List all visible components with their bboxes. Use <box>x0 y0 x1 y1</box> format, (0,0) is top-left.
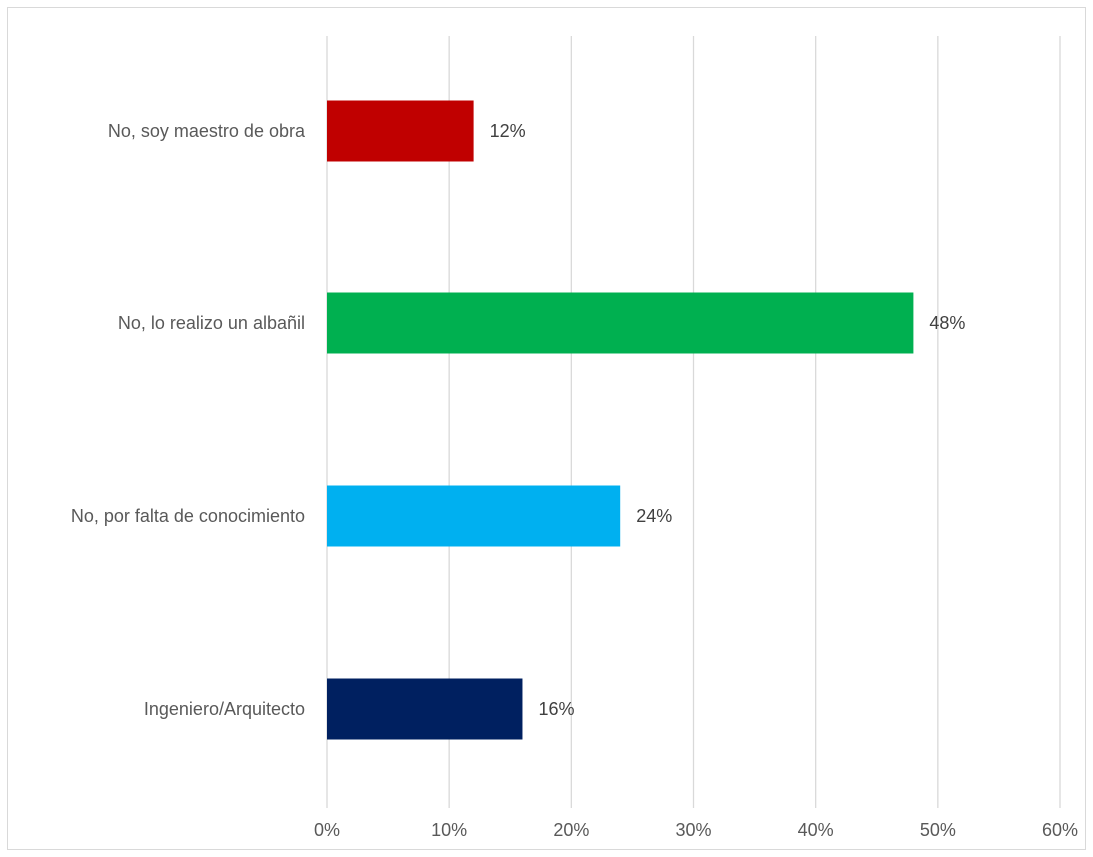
bar-2 <box>327 292 914 354</box>
data-label: 24% <box>636 506 672 526</box>
chart-frame <box>7 7 1086 850</box>
data-label: 16% <box>538 699 574 719</box>
bars <box>327 100 914 740</box>
bar-1 <box>327 100 474 162</box>
x-tick-label: 10% <box>431 820 467 840</box>
category-label: No, soy maestro de obra <box>108 121 306 141</box>
x-tick-label: 20% <box>553 820 589 840</box>
x-tick-label: 50% <box>920 820 956 840</box>
x-tick-label: 0% <box>314 820 340 840</box>
category-label: Ingeniero/Arquitecto <box>144 699 305 719</box>
category-label: No, lo realizo un albañil <box>118 313 305 333</box>
bar-3 <box>327 485 621 547</box>
x-tick-label: 40% <box>798 820 834 840</box>
labels: 0% 10% 20% 30% 40% 50% 60% No, soy maestro de o… <box>71 121 1078 840</box>
x-tick-label: 30% <box>675 820 711 840</box>
x-tick-label: 60% <box>1042 820 1078 840</box>
category-label: No, por falta de conocimiento <box>71 506 305 526</box>
bar-4 <box>327 678 523 740</box>
data-label: 12% <box>490 121 526 141</box>
data-label: 48% <box>929 313 965 333</box>
